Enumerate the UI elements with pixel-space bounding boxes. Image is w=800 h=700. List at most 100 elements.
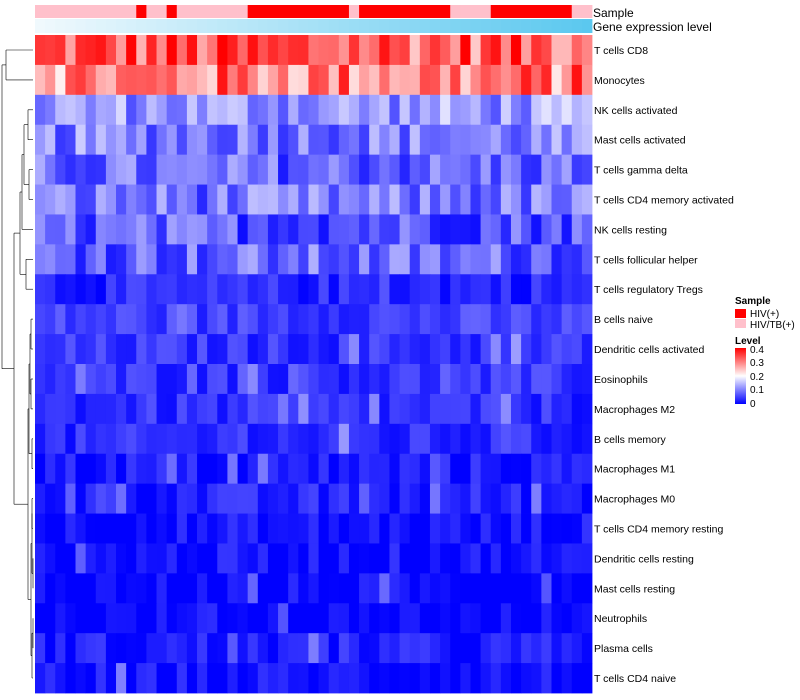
heatmap-cell — [369, 543, 380, 574]
heatmap-cell — [561, 483, 573, 514]
heatmap-cell — [399, 304, 411, 335]
heatmap-cell — [389, 184, 400, 215]
heatmap-cell — [369, 453, 380, 485]
heatmap-cell — [338, 94, 350, 126]
heatmap-cell — [227, 573, 238, 604]
heatmap-cell — [237, 124, 249, 156]
heatmap-cell — [521, 543, 532, 574]
heatmap-cell — [581, 184, 593, 215]
heatmap-cell — [146, 35, 157, 66]
heatmap-cell — [207, 214, 218, 245]
heatmap-cell — [55, 94, 66, 126]
heatmap-cell — [65, 513, 76, 544]
heatmap-cell — [440, 423, 451, 455]
heatmap-cell — [278, 35, 289, 66]
sample-annotation-label: Sample — [593, 6, 634, 20]
heatmap-cell — [186, 274, 198, 305]
expression-annotation-cell — [85, 19, 97, 33]
heatmap-cell — [288, 603, 299, 634]
heatmap-cell — [510, 124, 522, 156]
heatmap-cell — [298, 184, 309, 215]
heatmap-cell — [45, 244, 56, 275]
sample-annotation-cell — [207, 5, 218, 18]
heatmap-cell — [379, 154, 390, 185]
heatmap-cell — [146, 274, 157, 305]
heatmap-cell — [369, 334, 380, 365]
heatmap-cell — [298, 35, 309, 66]
heatmap-cell — [429, 663, 441, 694]
heatmap-cell — [470, 364, 481, 395]
heatmap-cell — [551, 663, 563, 694]
heatmap-cell — [359, 35, 370, 66]
heatmap-cell — [116, 603, 127, 634]
heatmap-cell — [581, 483, 593, 514]
heatmap-cell — [440, 35, 451, 66]
heatmap-cell — [581, 214, 593, 245]
heatmap-cell — [75, 274, 87, 305]
heatmap-cell — [318, 274, 330, 305]
heatmap-cell — [156, 453, 168, 485]
heatmap-cell — [116, 573, 127, 604]
heatmap-cell — [429, 603, 441, 634]
heatmap-cell — [541, 124, 552, 156]
heatmap-cell — [581, 423, 593, 455]
expression-annotation-cell — [75, 19, 87, 33]
heatmap-cell — [278, 64, 289, 96]
heatmap-cell — [176, 483, 188, 514]
heatmap-cell — [409, 154, 421, 185]
heatmap-cell — [146, 154, 157, 185]
heatmap-cell — [460, 423, 471, 455]
heatmap-cell — [247, 364, 259, 395]
heatmap-cell — [247, 603, 259, 634]
sample-annotation-cell — [288, 5, 299, 18]
heatmap-cell — [227, 64, 238, 96]
heatmap-cell — [389, 94, 400, 126]
expression-annotation-cell — [35, 19, 46, 33]
heatmap-cell — [450, 244, 461, 275]
heatmap-cell — [470, 304, 481, 335]
heatmap-cell — [65, 483, 76, 514]
heatmap-cell — [460, 94, 471, 126]
heatmap-cell — [510, 603, 522, 634]
heatmap-cell — [75, 393, 87, 425]
sample-annotation-cell — [136, 5, 147, 18]
heatmap-cell — [75, 154, 87, 185]
heatmap-cell — [308, 423, 319, 455]
heatmap-cell — [176, 543, 188, 574]
heatmap-cell — [571, 393, 583, 425]
heatmap-cell — [247, 483, 259, 514]
heatmap-cell — [95, 573, 107, 604]
heatmap-cell — [156, 573, 168, 604]
sample-annotation-cell — [247, 5, 259, 18]
heatmap-cell — [126, 364, 137, 395]
heatmap-cell — [328, 603, 340, 634]
expression-annotation-cell — [156, 19, 168, 33]
heatmap-cell — [480, 513, 492, 544]
heatmap-cell — [490, 35, 502, 66]
heatmap-cell — [328, 513, 340, 544]
heatmap-cell — [247, 274, 259, 305]
heatmap-cell — [126, 64, 137, 96]
heatmap-cell — [126, 573, 137, 604]
heatmap-cell — [531, 423, 542, 455]
heatmap-cell — [429, 184, 441, 215]
row-label: Mast cells resting — [594, 583, 675, 595]
heatmap-cell — [55, 124, 66, 156]
heatmap-cell — [531, 274, 542, 305]
heatmap-cell — [166, 663, 178, 694]
heatmap-cell — [55, 633, 66, 664]
heatmap-cell — [379, 184, 390, 215]
heatmap-cell — [429, 364, 441, 395]
heatmap-cell — [116, 184, 127, 215]
heatmap-cell — [227, 304, 238, 335]
heatmap-cell — [298, 603, 309, 634]
row-label: T cells CD4 naive — [594, 673, 676, 685]
heatmap-cell — [227, 453, 238, 485]
heatmap-cell — [207, 423, 218, 455]
heatmap-cell — [419, 154, 431, 185]
heatmap-cell — [237, 663, 249, 694]
heatmap-cell — [450, 663, 461, 694]
heatmap-cell — [237, 304, 249, 335]
heatmap-cell — [95, 543, 107, 574]
heatmap-cell — [75, 64, 87, 96]
